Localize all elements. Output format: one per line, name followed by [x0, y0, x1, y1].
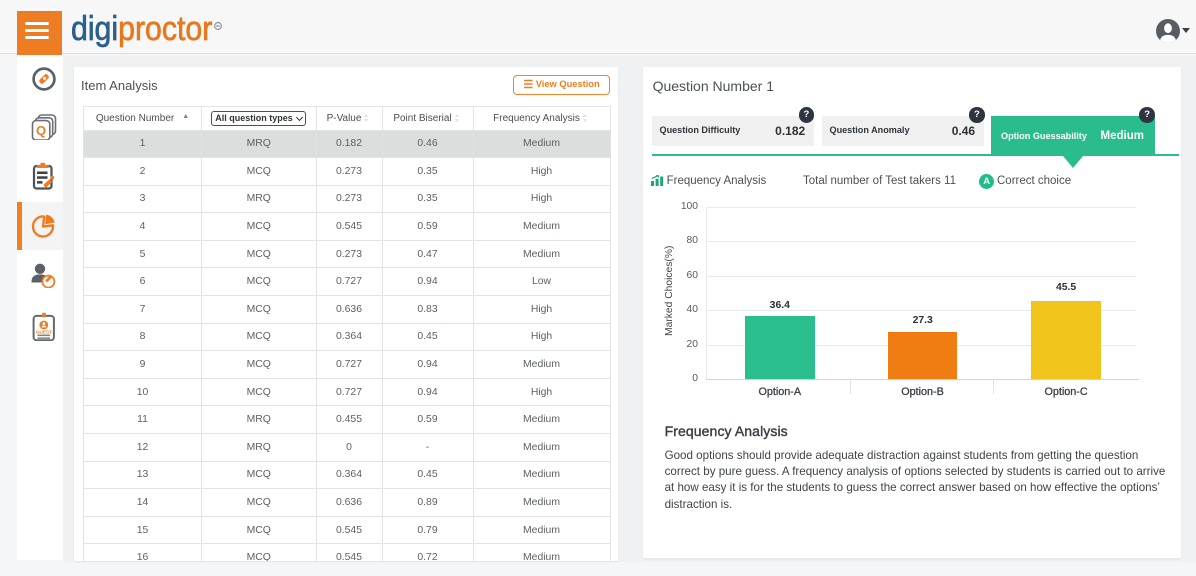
- svg-text:GUEST: GUEST: [36, 330, 52, 335]
- svg-text:Q: Q: [36, 123, 46, 138]
